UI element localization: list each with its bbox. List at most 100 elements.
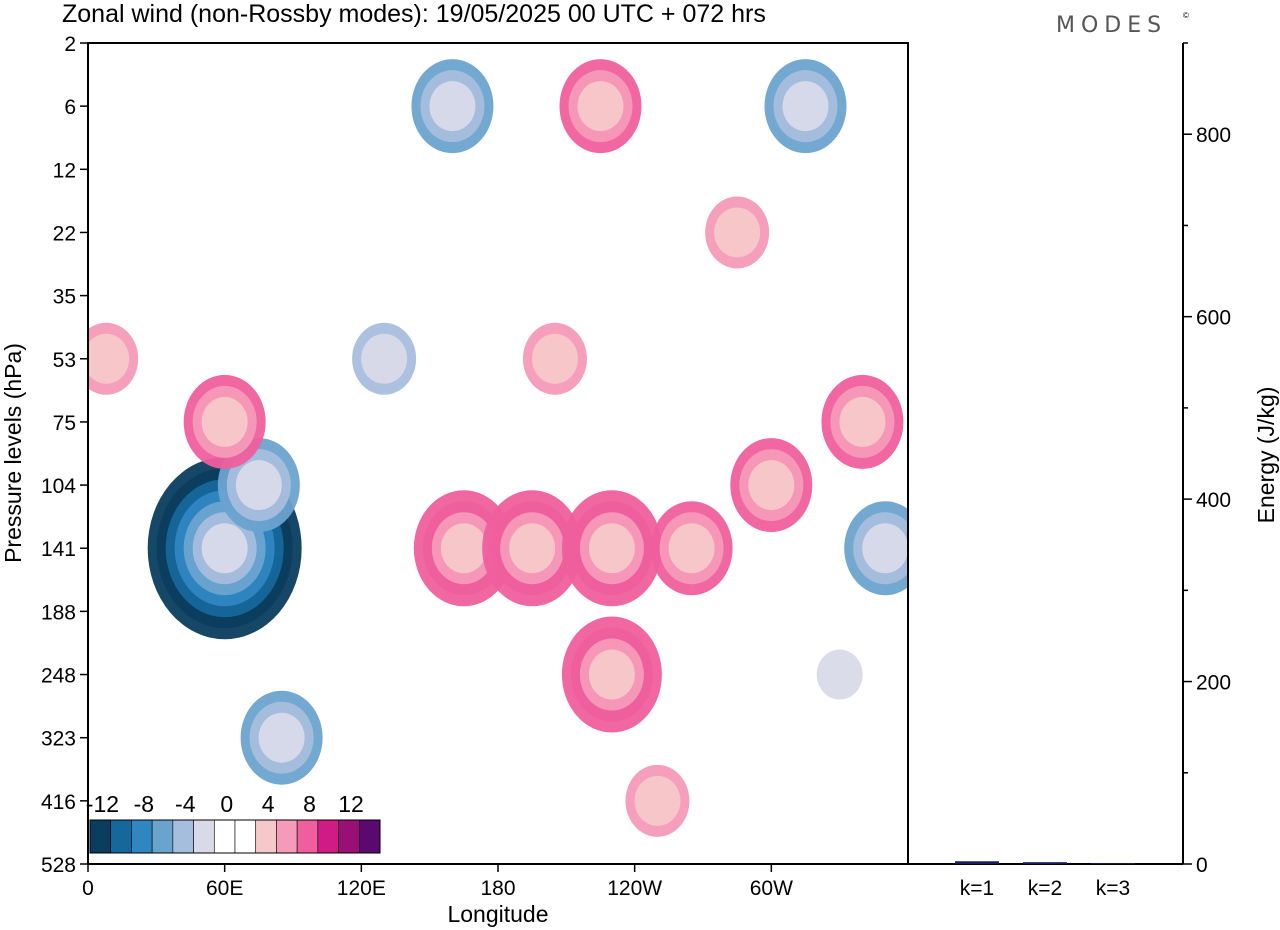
y-tick-label: 12 bbox=[53, 159, 76, 182]
energy-tick-label: 600 bbox=[1196, 307, 1231, 330]
x-tick-label: 60E bbox=[206, 877, 243, 900]
colorbar-swatch bbox=[213, 819, 236, 854]
colorbar-swatch bbox=[110, 819, 132, 854]
colorbar-swatch bbox=[172, 819, 194, 854]
y-tick-label: 104 bbox=[41, 475, 76, 498]
brand-copyright-mark: © bbox=[1183, 11, 1189, 20]
contour-level bbox=[201, 396, 248, 447]
chart-title: Zonal wind (non-Rossby modes): 19/05/202… bbox=[62, 0, 766, 28]
energy-bar bbox=[955, 861, 999, 864]
contour-blob bbox=[411, 59, 494, 154]
y-tick-label: 528 bbox=[41, 854, 76, 877]
energy-category-label: k=2 bbox=[1028, 877, 1062, 900]
y-tick-label: 53 bbox=[53, 349, 76, 372]
y-tick-label: 75 bbox=[53, 412, 76, 435]
colorbar-swatch bbox=[296, 819, 319, 854]
contour-blob bbox=[561, 616, 662, 733]
colorbar-swatch bbox=[338, 819, 360, 854]
contour-field bbox=[88, 59, 908, 837]
heatmap-panel: -12 -8 -4 0 4 8 12 2 6 12 22 35 53 75 104 141 188 248 323… bbox=[0, 33, 909, 927]
colorbar-swatch bbox=[234, 819, 257, 854]
contour-level bbox=[782, 81, 829, 132]
y-tick-label: 2 bbox=[64, 33, 76, 56]
contour-level bbox=[839, 396, 886, 447]
contour-blob bbox=[705, 196, 770, 269]
y-tick-label: 35 bbox=[53, 286, 76, 309]
contour-blob bbox=[561, 490, 662, 607]
contour-level bbox=[258, 712, 305, 763]
contour-level bbox=[440, 523, 487, 574]
colorbar-label: 4 bbox=[262, 791, 275, 817]
energy-category-label: k=3 bbox=[1096, 877, 1130, 900]
energy-tick-label: 400 bbox=[1196, 489, 1231, 512]
x-tick-label: 0 bbox=[82, 877, 94, 900]
colorbar-swatch bbox=[276, 819, 298, 854]
energy-tick-label: 0 bbox=[1196, 854, 1208, 877]
contour-blob bbox=[821, 374, 904, 469]
y-tick-label: 141 bbox=[41, 538, 76, 561]
contour-blob bbox=[522, 322, 587, 395]
energy-tick-label: 200 bbox=[1196, 672, 1231, 695]
colorbar-label: 0 bbox=[220, 791, 233, 817]
y-tick-label: 6 bbox=[64, 96, 76, 119]
contour-blob bbox=[183, 374, 266, 469]
energy-bar bbox=[1023, 862, 1067, 864]
colorbar-label: 8 bbox=[303, 791, 316, 817]
contour-blob bbox=[764, 59, 847, 154]
x-tick-label: 120W bbox=[607, 877, 662, 900]
energy-category-label: k=1 bbox=[960, 877, 994, 900]
contour-blob bbox=[240, 690, 323, 785]
contour-level bbox=[816, 649, 863, 700]
contour-blob bbox=[413, 490, 514, 607]
energy-bars: k=1 k=2 k=3 bbox=[955, 861, 1135, 900]
contour-blob bbox=[559, 59, 642, 154]
energy-tick-label: 800 bbox=[1196, 124, 1231, 147]
longitude-axis: 0 60E 120E 180 120W 60W bbox=[82, 864, 793, 900]
colorbar-swatch bbox=[193, 819, 215, 854]
contour-blob bbox=[352, 322, 417, 395]
y-tick-label: 248 bbox=[41, 665, 76, 688]
colorbar: -12 -8 -4 0 4 8 12 bbox=[86, 791, 381, 854]
contour-blob bbox=[844, 501, 908, 596]
contour-blob bbox=[650, 501, 733, 596]
colorbar-swatch bbox=[131, 819, 153, 854]
colorbar-swatch bbox=[151, 819, 174, 854]
colorbar-swatch bbox=[255, 819, 277, 854]
x-tick-label: 60W bbox=[750, 877, 793, 900]
pressure-axis: 2 6 12 22 35 53 75 104 141 188 248 323 416 528 bbox=[41, 33, 88, 877]
energy-panel: k=1 k=2 k=3 0 200 400 600 800 Energy (J/kg) bbox=[908, 42, 1279, 900]
contour-level bbox=[201, 523, 248, 574]
x-tick-label: 180 bbox=[480, 877, 515, 900]
y-tick-label: 323 bbox=[41, 728, 76, 751]
contour-level bbox=[748, 460, 795, 511]
contour-level bbox=[577, 81, 624, 132]
colorbar-label: -8 bbox=[134, 791, 154, 817]
contour-blob bbox=[730, 438, 813, 533]
contour-level bbox=[668, 523, 715, 574]
colorbar-label: 12 bbox=[338, 791, 364, 817]
x-axis-label: Longitude bbox=[447, 901, 548, 927]
colorbar-frame bbox=[89, 819, 381, 854]
contour-level bbox=[588, 649, 635, 700]
contour-level bbox=[531, 333, 578, 384]
energy-axis: 0 200 400 600 800 bbox=[1183, 42, 1231, 877]
contour-blob bbox=[482, 490, 583, 607]
contour-level bbox=[235, 460, 282, 511]
contour-blob bbox=[88, 322, 139, 395]
colorbar-swatch bbox=[317, 819, 339, 854]
brand-logo: MODES bbox=[1056, 13, 1167, 38]
contour-level bbox=[429, 81, 476, 132]
y-tick-label: 22 bbox=[53, 222, 76, 245]
contour-level bbox=[361, 333, 408, 384]
contour-level bbox=[588, 523, 635, 574]
colorbar-label: -12 bbox=[86, 791, 119, 817]
x-tick-label: 120E bbox=[337, 877, 386, 900]
contour-blob bbox=[625, 764, 690, 837]
contour-level bbox=[714, 207, 761, 258]
contour-level bbox=[862, 523, 908, 574]
y-axis-label: Pressure levels (hPa) bbox=[0, 343, 26, 563]
contour-level bbox=[509, 523, 556, 574]
contour-level bbox=[634, 775, 681, 826]
contour-blob bbox=[816, 649, 863, 700]
